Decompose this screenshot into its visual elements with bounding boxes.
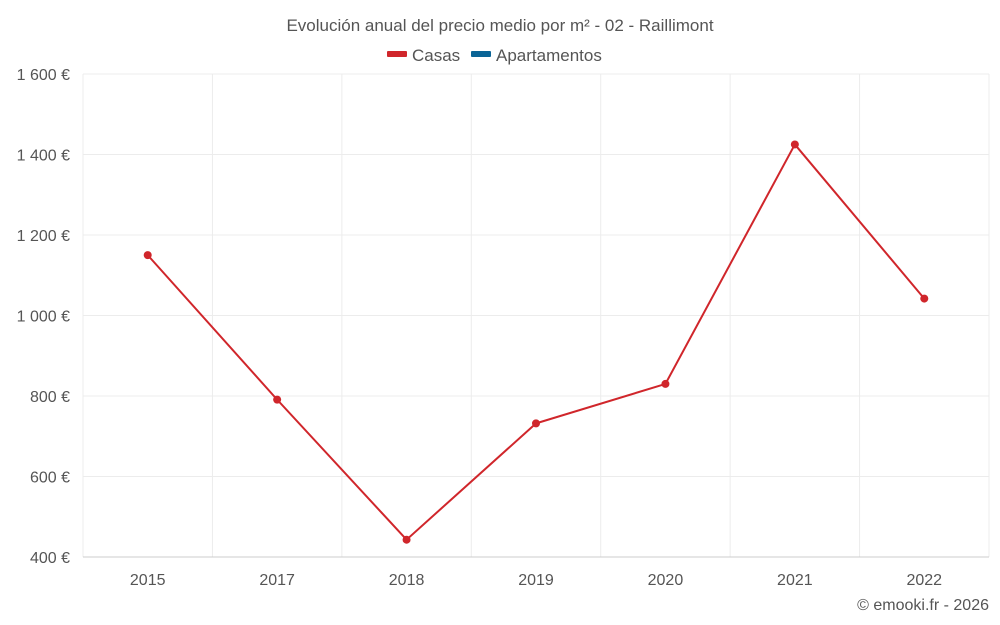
data-point-casas[interactable] <box>273 395 282 404</box>
x-tick-label: 2019 <box>518 572 554 589</box>
data-point-casas[interactable] <box>402 535 411 544</box>
x-axis: 2015 2017 2018 2019 2020 2021 2022 <box>83 556 989 589</box>
gridlines <box>82 73 990 557</box>
series-casas <box>143 140 929 544</box>
legend-swatch-casas <box>387 51 407 57</box>
chart-title: Evolución anual del precio medio por m² … <box>286 16 713 35</box>
y-tick-label: 800 € <box>30 389 70 406</box>
y-axis: 400 € 600 € 800 € 1 000 € 1 200 € 1 400 € 1 60… <box>17 67 70 567</box>
x-tick-label: 2022 <box>906 572 942 589</box>
y-tick-label: 1 600 € <box>17 67 70 84</box>
series-line-casas <box>146 143 926 541</box>
x-tick-label: 2018 <box>389 572 425 589</box>
x-tick-label: 2017 <box>259 572 295 589</box>
y-tick-label: 600 € <box>30 470 70 487</box>
legend-label-casas: Casas <box>412 46 460 65</box>
x-tick-label: 2020 <box>648 572 684 589</box>
x-tick-label: 2021 <box>777 572 813 589</box>
legend-item-casas[interactable]: Casas <box>387 46 460 65</box>
y-tick-label: 1 000 € <box>17 309 70 326</box>
legend-swatch-apartamentos <box>471 51 491 57</box>
data-point-casas[interactable] <box>790 140 799 149</box>
x-tick-label: 2015 <box>130 572 166 589</box>
y-tick-label: 1 200 € <box>17 228 70 245</box>
credit: © emooki.fr - 2026 <box>857 597 989 614</box>
y-tick-label: 400 € <box>30 550 70 567</box>
legend: Casas Apartamentos <box>387 46 602 65</box>
data-point-casas[interactable] <box>143 251 152 260</box>
data-point-casas[interactable] <box>532 419 540 428</box>
data-point-casas[interactable] <box>920 294 929 303</box>
data-point-casas[interactable] <box>661 379 670 388</box>
legend-label-apartamentos: Apartamentos <box>496 46 602 65</box>
y-tick-label: 1 400 € <box>17 148 70 165</box>
legend-item-apartamentos[interactable]: Apartamentos <box>471 46 602 65</box>
